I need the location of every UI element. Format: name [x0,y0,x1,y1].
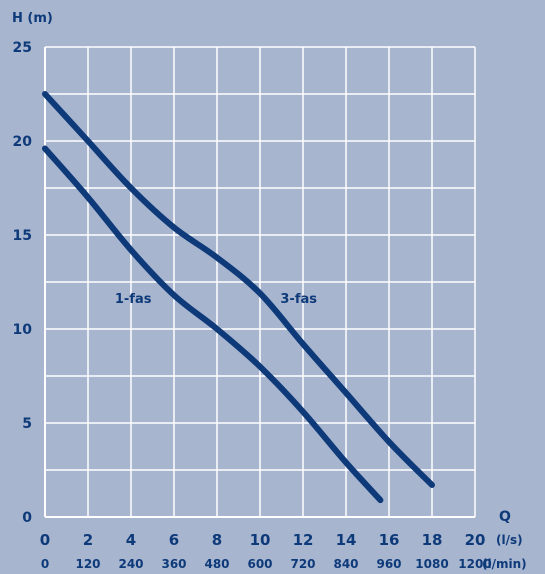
y-tick-label: 20 [13,134,33,150]
x-tick-label: 0 [40,531,50,549]
y-tick-label: 5 [22,416,32,432]
x-tick-label: 2 [83,531,93,549]
y-axis-title: H (m) [12,11,53,26]
x2-axis-unit: (l/min) [482,557,527,571]
x2-tick-label: 1080 [415,557,448,571]
x-axis-title: Q [499,509,511,525]
x-tick-label: 10 [250,531,271,549]
x-tick-label: 4 [126,531,136,549]
x2-tick-label: 0 [41,557,49,571]
x2-tick-label: 360 [161,557,186,571]
x2-tick-label: 1200 [458,557,491,571]
x2-tick-label: 600 [247,557,272,571]
y-tick-label: 0 [22,510,32,526]
y-tick-label: 25 [13,40,32,56]
series-label-3-fas: 3-fas [280,292,317,307]
x2-tick-label: 840 [333,557,358,571]
y-tick-label: 10 [13,322,33,338]
x-tick-label: 6 [169,531,179,549]
x2-tick-label: 960 [376,557,401,571]
x2-tick-label: 240 [118,557,143,571]
series-label-1-fas: 1-fas [115,292,152,307]
x-axis-unit: (l/s) [496,533,523,547]
x2-tick-label: 720 [290,557,315,571]
x-tick-label: 14 [336,531,357,549]
curve-3-fas [42,91,435,488]
curve-1-fas [42,145,384,504]
x-tick-label: 12 [293,531,314,549]
x-tick-label: 16 [379,531,400,549]
x-tick-label: 8 [212,531,222,549]
x-tick-label: 18 [422,531,443,549]
axis-labels: H (m) Q (l/s) (l/min) 0 5 10 15 20 25 0 2 4 6 8 10 1… [12,11,527,571]
x2-tick-label: 480 [204,557,229,571]
x-tick-label: 20 [465,531,486,549]
grid-lines [44,46,476,518]
y-tick-label: 15 [13,228,32,244]
x2-tick-label: 120 [75,557,100,571]
curves [42,91,435,504]
